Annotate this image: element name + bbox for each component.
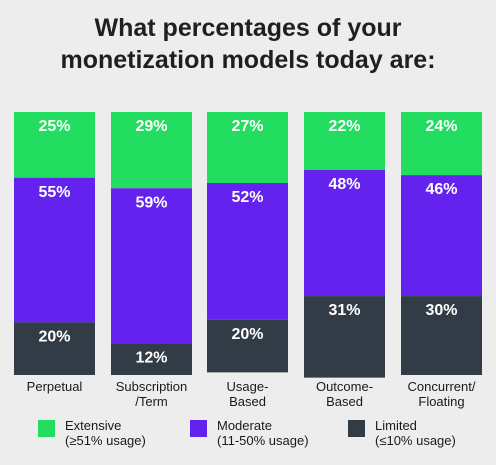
bar-moderate-1 — [111, 188, 192, 344]
data-label-limited-2: 20% — [231, 326, 263, 343]
data-label-limited-0: 20% — [38, 328, 70, 345]
data-label-limited-4: 30% — [425, 302, 457, 319]
legend-swatch-moderate — [190, 420, 207, 437]
data-label-moderate-2: 52% — [231, 189, 263, 206]
data-label-limited-3: 31% — [328, 302, 360, 319]
category-label-4: Concurrent/ — [408, 379, 476, 394]
bar-moderate-0 — [14, 177, 95, 323]
bar-extensive-1 — [111, 112, 192, 189]
category-label-1: Subscription — [116, 379, 188, 394]
category-label-0: Perpetual — [27, 379, 83, 394]
data-label-moderate-4: 46% — [425, 181, 457, 198]
data-label-extensive-4: 24% — [425, 118, 457, 135]
category-labels-group: Perpetual Subscription/TermUsage-BasedOut… — [27, 379, 476, 409]
bar-moderate-4 — [401, 175, 482, 297]
legend-label-limited: Limited — [375, 418, 417, 433]
bar-extensive-3 — [304, 112, 385, 170]
legend-detail-extensive: (≥51% usage) — [65, 433, 146, 448]
legend-detail-limited: (≤10% usage) — [375, 433, 456, 448]
legend: Extensive(≥51% usage) Moderate(11-50% usa… — [38, 418, 456, 448]
bar-extensive-4 — [401, 112, 482, 176]
legend-label-moderate: Moderate — [217, 418, 272, 433]
category-label-2: Usage- — [227, 379, 269, 394]
legend-label-extensive: Extensive — [65, 418, 121, 433]
legend-swatch-limited — [348, 420, 365, 437]
bar-limited-4 — [401, 296, 482, 375]
category-label-1-line-2: /Term — [135, 394, 168, 409]
bar-limited-0 — [14, 322, 95, 375]
category-label-4-line-2: Floating — [418, 394, 464, 409]
data-label-moderate-3: 48% — [328, 176, 360, 193]
data-label-extensive-3: 22% — [328, 118, 360, 135]
legend-swatch-extensive — [38, 420, 55, 437]
bar-moderate-3 — [304, 169, 385, 297]
category-label-3: Outcome- — [316, 379, 373, 394]
data-label-extensive-2: 27% — [231, 118, 263, 135]
data-label-extensive-0: 25% — [38, 118, 70, 135]
data-label-moderate-1: 59% — [135, 194, 167, 211]
data-label-limited-1: 12% — [135, 349, 167, 366]
bars-group: 25% 55% 20% 29% 59% 12% 27% 52% 20% 22% 48% 31% 24% 4… — [14, 112, 482, 378]
bar-extensive-2 — [207, 112, 288, 184]
data-label-moderate-0: 55% — [38, 184, 70, 201]
legend-detail-moderate: (11-50% usage) — [217, 433, 309, 448]
category-label-3-line-2: Based — [326, 394, 363, 409]
category-label-2-line-2: Based — [229, 394, 266, 409]
bar-limited-1 — [111, 343, 192, 375]
bar-limited-3 — [304, 296, 385, 378]
chart-title-line-2: monetization models today are: — [60, 46, 435, 74]
bar-moderate-2 — [207, 183, 288, 320]
data-label-extensive-1: 29% — [135, 118, 167, 135]
bar-extensive-0 — [14, 112, 95, 178]
chart-title-line-1: What percentages of your — [95, 14, 402, 42]
bar-limited-2 — [207, 319, 288, 373]
